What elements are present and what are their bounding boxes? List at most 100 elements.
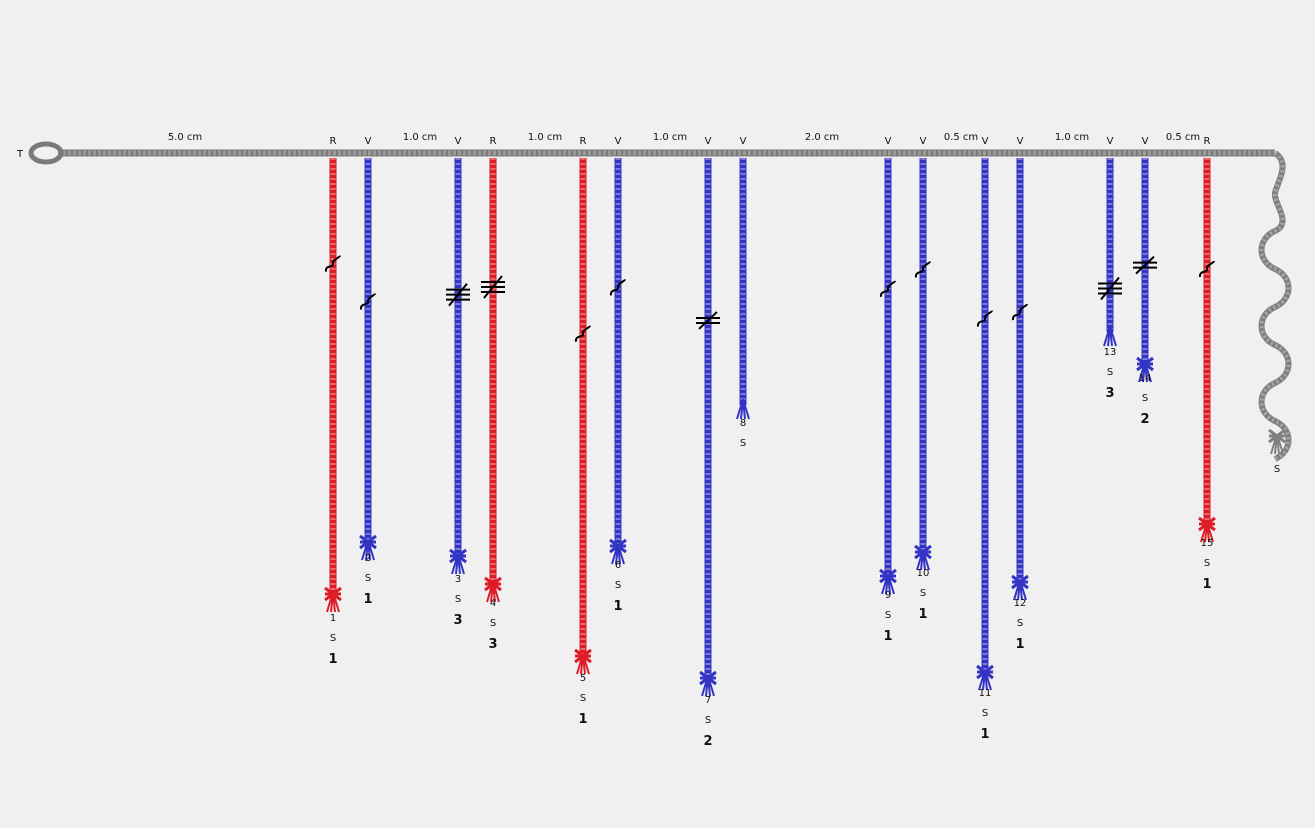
cord-number: 15 (1201, 538, 1214, 549)
spacing-label: 1.0 cm (403, 132, 437, 143)
cord-twist-label: S (885, 610, 891, 621)
cord-twist-label: S (615, 580, 621, 591)
cord-twist-label: S (982, 708, 988, 719)
cord-number: 13 (1104, 347, 1117, 358)
tassel-strand (742, 398, 750, 420)
cord-number: 11 (979, 688, 992, 699)
cord-number: 12 (1014, 598, 1027, 609)
cord-color-code: V (982, 136, 989, 147)
cord-number: 3 (455, 574, 461, 585)
cord-number: 2 (365, 553, 371, 564)
cord-twist-label: S (740, 438, 746, 449)
cord-number: 1 (330, 613, 336, 624)
tassel (976, 664, 994, 691)
cord-ply-count: 3 (488, 637, 497, 652)
cord-ply-count: 2 (703, 734, 712, 749)
cord-color-code: V (1107, 136, 1114, 147)
cord-number: 4 (490, 598, 496, 609)
cord-color-code: R (1204, 136, 1211, 147)
s-knot-mark (976, 310, 993, 327)
spacing-label: 5.0 cm (168, 132, 202, 143)
double-bar-mark (1133, 255, 1157, 275)
tassel (359, 534, 377, 561)
tassel (1198, 516, 1216, 543)
tassel (484, 576, 502, 603)
cord-ply-count: 2 (1140, 412, 1149, 427)
cord-color-code: R (330, 136, 337, 147)
cord-ply-count: 1 (980, 727, 989, 742)
slash (1135, 255, 1155, 275)
slash (483, 275, 503, 299)
slash (698, 311, 718, 330)
cord-number: 7 (705, 695, 711, 706)
cord-ply-count: 1 (363, 592, 372, 607)
tassel (699, 670, 717, 697)
cord-ply-count: 1 (918, 607, 927, 622)
cord-twist-label: S (580, 693, 586, 704)
start-label: T (16, 149, 24, 160)
cord-ply-count: 3 (453, 613, 462, 628)
spacing-label: 0.5 cm (944, 132, 978, 143)
cord-color-code: R (580, 136, 587, 147)
cord-ply-count: 1 (1015, 637, 1024, 652)
tassel (609, 538, 627, 565)
spacing-label: 1.0 cm (528, 132, 562, 143)
end-cord-twist (1259, 151, 1291, 461)
cord-color-code: R (490, 136, 497, 147)
cord-color-code: V (455, 136, 462, 147)
cord-number: 6 (615, 560, 621, 571)
cord-color-code: V (1142, 136, 1149, 147)
cord-number: 10 (917, 568, 930, 579)
tassel (879, 568, 897, 595)
cord-ply-count: 1 (328, 652, 337, 667)
cord-color-code: V (885, 136, 892, 147)
tassel (1268, 428, 1286, 455)
cord-number: 9 (885, 590, 891, 601)
s-knot-mark (914, 261, 931, 278)
tassel (449, 548, 467, 575)
cord-twist-label: S (330, 633, 336, 644)
s-knot-mark (574, 325, 591, 342)
cord-color-code: V (705, 136, 712, 147)
cord-ply-count: 1 (613, 599, 622, 614)
tassel (574, 648, 592, 675)
cord-color-code: V (920, 136, 927, 147)
cord-ply-count: 1 (1202, 577, 1211, 592)
cord-number: 8 (740, 418, 746, 429)
triple-bar-mark (481, 275, 505, 299)
slash (1100, 276, 1120, 301)
end-cord-twist-label: S (1274, 464, 1280, 475)
cord-twist-label: S (920, 588, 926, 599)
cord-color-code: V (740, 136, 747, 147)
tassel (736, 398, 750, 420)
tassel (1103, 325, 1117, 347)
cord-number: 5 (580, 673, 586, 684)
cord-twist-label: S (705, 715, 711, 726)
s-knot-mark (324, 255, 341, 272)
cord-color-code: V (365, 136, 372, 147)
triple-bar-mark (1098, 276, 1122, 301)
spacing-label: 2.0 cm (805, 132, 839, 143)
tassel-strand (1109, 325, 1117, 347)
cord-twist-label: S (1142, 393, 1148, 404)
s-knot-mark (609, 278, 626, 296)
s-knot-mark (879, 280, 896, 297)
tassel (1011, 574, 1029, 601)
tassel (324, 586, 342, 613)
cord-twist-label: S (1204, 558, 1210, 569)
s-knot-mark (359, 293, 376, 310)
cord-twist-label: S (1017, 618, 1023, 629)
start-loop (28, 141, 64, 165)
cord-color-code: V (1017, 136, 1024, 147)
spacing-label: 0.5 cm (1166, 132, 1200, 143)
tassel (914, 544, 932, 571)
s-knot-mark (1011, 303, 1028, 321)
cord-ply-count: 3 (1105, 386, 1114, 401)
spacing-label: 1.0 cm (1055, 132, 1089, 143)
cord-twist-label: S (1107, 367, 1113, 378)
cord-ply-count: 1 (578, 712, 587, 727)
double-bar-mark (696, 311, 720, 330)
end-cord (1258, 150, 1292, 462)
cord-twist-label: S (365, 573, 371, 584)
spacing-label: 1.0 cm (653, 132, 687, 143)
